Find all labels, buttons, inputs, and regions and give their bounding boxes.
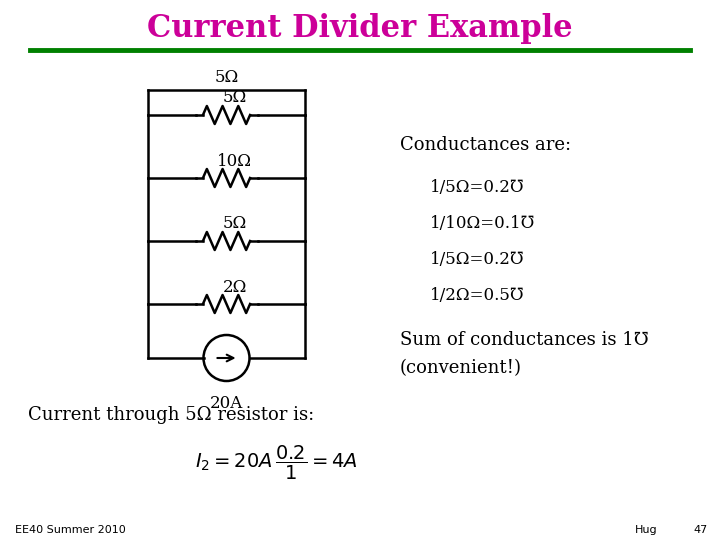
Text: 1/5Ω=0.2℧: 1/5Ω=0.2℧ — [430, 179, 525, 197]
Text: 5Ω: 5Ω — [222, 215, 247, 233]
Text: 2Ω: 2Ω — [222, 279, 247, 295]
Text: Conductances are:: Conductances are: — [400, 136, 571, 154]
Text: Sum of conductances is 1℧: Sum of conductances is 1℧ — [400, 331, 649, 349]
Text: Current through 5Ω resistor is:: Current through 5Ω resistor is: — [28, 406, 314, 424]
Text: $I_2 = 20A\,\dfrac{0.2}{1} = 4A$: $I_2 = 20A\,\dfrac{0.2}{1} = 4A$ — [195, 444, 358, 482]
Text: 10Ω: 10Ω — [217, 152, 252, 170]
Text: 20A: 20A — [210, 395, 243, 412]
Text: 47: 47 — [693, 525, 707, 535]
Text: EE40 Summer 2010: EE40 Summer 2010 — [15, 525, 126, 535]
Text: Hug: Hug — [635, 525, 657, 535]
Text: 5Ω: 5Ω — [222, 90, 247, 106]
Text: 1/10Ω=0.1℧: 1/10Ω=0.1℧ — [430, 215, 536, 233]
Text: 5Ω: 5Ω — [215, 69, 238, 86]
Text: 1/5Ω=0.2℧: 1/5Ω=0.2℧ — [430, 252, 525, 268]
Text: 1/2Ω=0.5℧: 1/2Ω=0.5℧ — [430, 287, 525, 305]
Text: (convenient!): (convenient!) — [400, 359, 522, 377]
Text: Current Divider Example: Current Divider Example — [147, 12, 573, 44]
